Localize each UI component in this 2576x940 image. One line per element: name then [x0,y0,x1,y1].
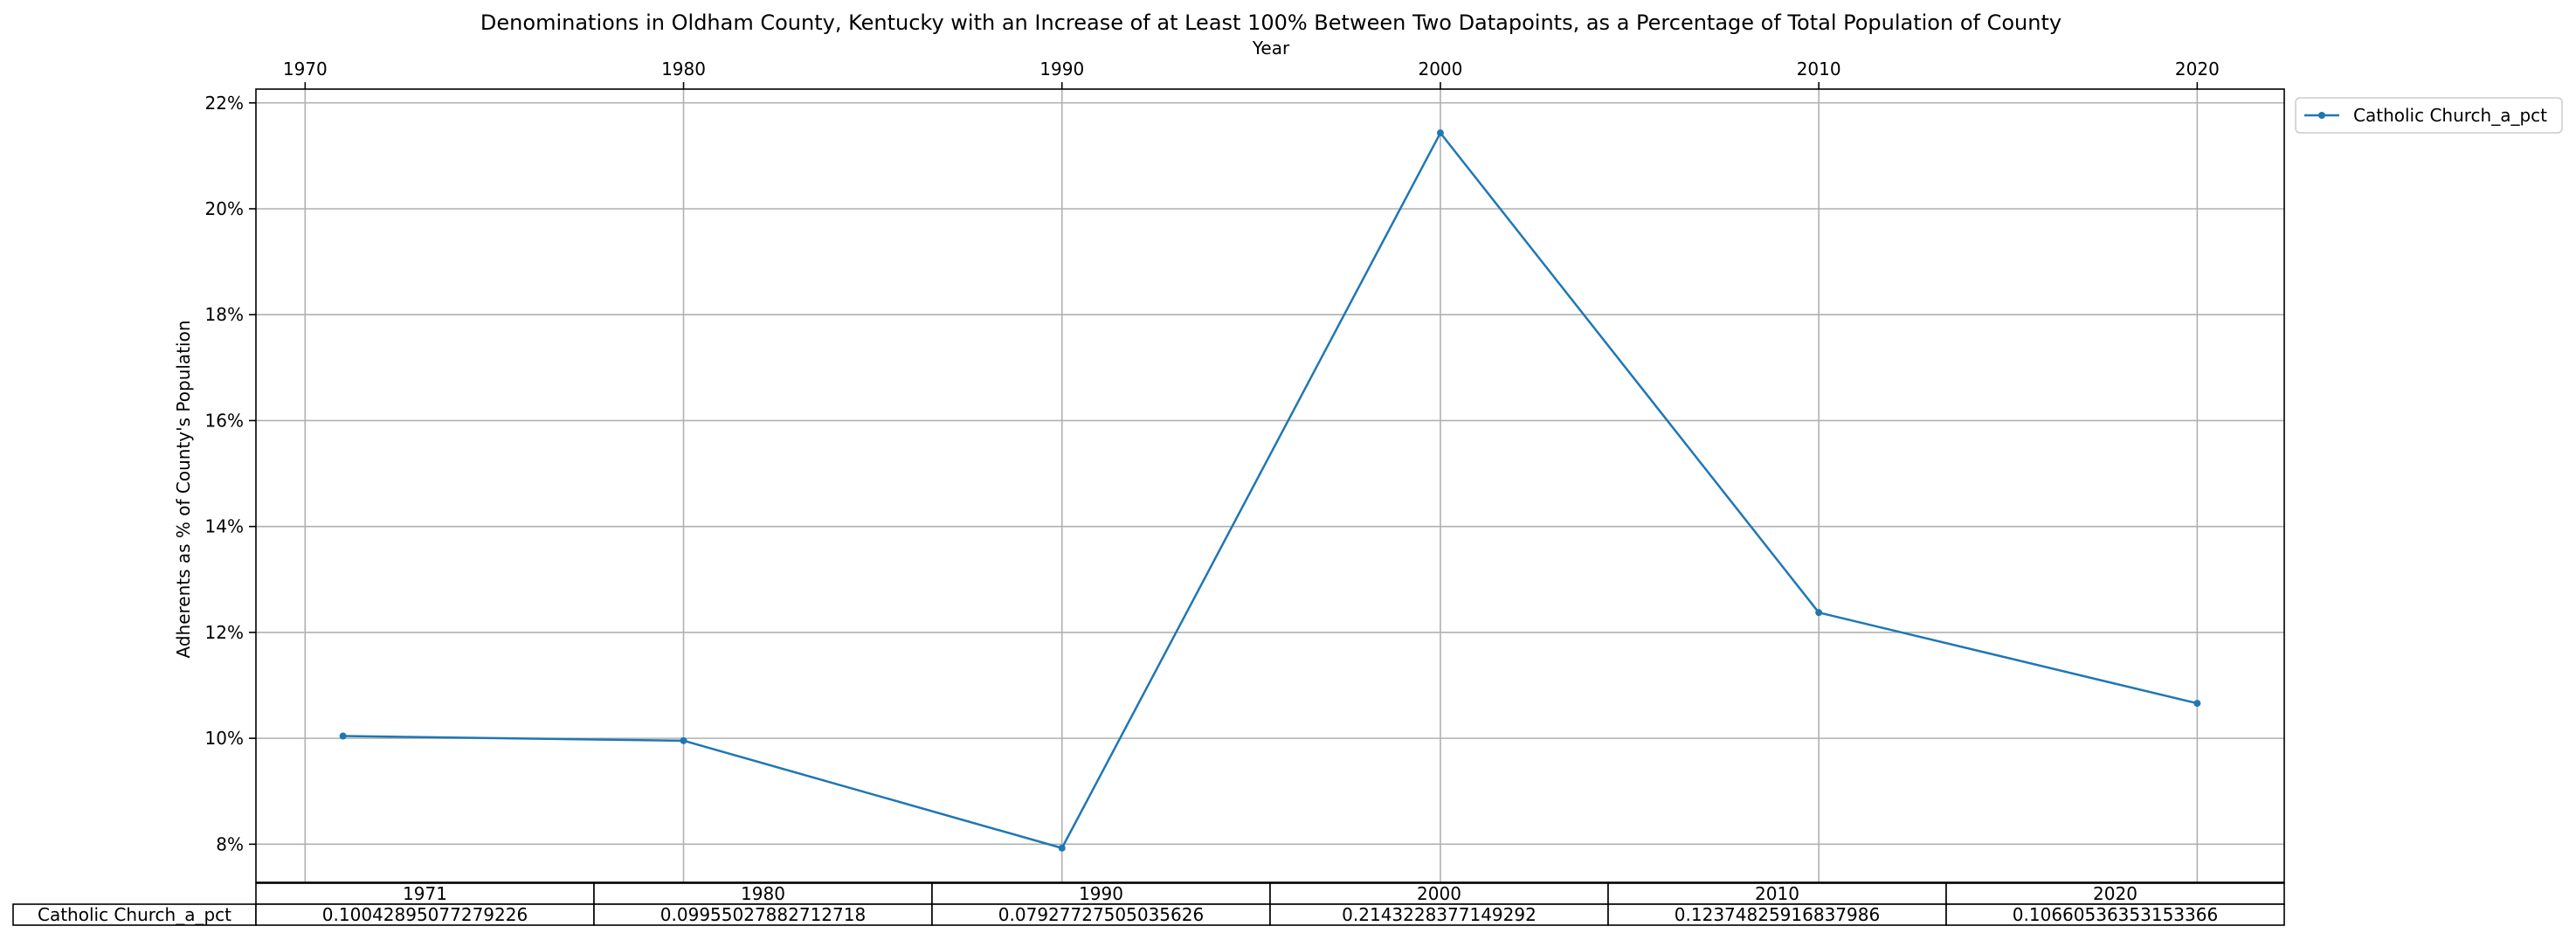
y-tick-label: 14% [205,516,244,537]
table-cell-value: 0.09955027882712718 [660,904,866,925]
table-cell [1607,903,1947,926]
table-column-label: 2020 [2093,883,2137,904]
data-point [1436,129,1444,137]
table-column-label: 1980 [741,883,785,904]
table-row-label: Catholic Church_a_pct [38,904,231,925]
x-tick-label: 1980 [661,59,706,79]
legend-label: Catholic Church_a_pct [2353,105,2547,126]
plot-frame [255,88,2285,883]
data-point [339,732,347,740]
table-column-label: 2010 [1755,883,1799,904]
table-cell-value: 0.10042895077279226 [322,904,528,925]
legend-marker-swatch [2318,112,2325,119]
table-header-cell [1607,882,1947,905]
axis-ticks: 1970 1980 1990 2000 2010 2020 8% 10% 12% 14% 16% 18… [205,59,2220,854]
y-tick-label: 18% [205,304,244,325]
chart-title: Denominations in Oldham County, Kentucky… [480,10,2061,35]
x-axis-title: Year [1252,38,1290,59]
table-header-cell [255,882,595,905]
x-tick-label: 2000 [1418,59,1462,79]
y-tick-label: 12% [205,622,244,643]
data-point [1058,844,1066,852]
table-cell-value: 0.10660536353153366 [2013,904,2218,925]
x-tick-label: 2020 [2175,59,2220,79]
x-tick-label: 1990 [1039,59,1084,79]
table-column-label: 1990 [1079,883,1123,904]
grid [256,89,2284,882]
table-cell [1269,903,1609,926]
series-line [342,131,2198,849]
table-header-cell [1945,882,2285,905]
y-tick-label: 16% [205,410,244,431]
legend: Catholic Church_a_pct [2295,97,2563,134]
legend-frame [2295,97,2563,134]
y-tick-label: 10% [205,728,244,749]
table-header-cell [931,882,1271,905]
x-tick-label: 2010 [1797,59,1841,79]
table-cell-value: 0.12374825916837986 [1675,904,1880,925]
y-tick-label: 20% [205,198,244,219]
table-column-label: 2000 [1417,883,1461,904]
x-tick-label: 1970 [283,59,328,79]
data-table: 1971 1980 1990 2000 2010 2020 Catholic Church_… [12,882,2285,926]
y-tick-label: 22% [205,93,244,114]
table-column-label: 1971 [403,883,447,904]
y-axis-title: Adherents as % of County's Population [173,320,194,658]
data-point [1815,609,1823,617]
table-cell [931,903,1271,926]
table-row-label-cell [12,903,257,926]
table-cell [593,903,933,926]
data-point [680,736,687,744]
table-cell [255,903,595,926]
y-tick-label: 8% [216,833,244,854]
table-cell-value: 0.07927727505035626 [998,904,1204,925]
series-layer [339,129,2201,852]
table-cell [1945,903,2285,926]
data-point [2193,700,2201,708]
table-cell-value: 0.2143228377149292 [1342,904,1537,925]
